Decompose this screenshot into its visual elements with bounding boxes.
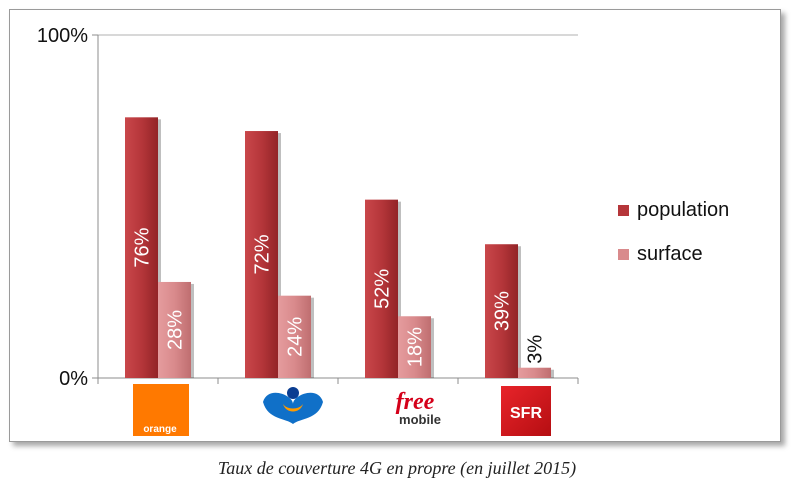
data-label-surface-1: 24% xyxy=(285,317,307,357)
legend-item-surface: surface xyxy=(618,232,729,276)
data-label-population-2: 52% xyxy=(372,269,394,309)
legend: population surface xyxy=(618,188,729,276)
data-label-population-3: 39% xyxy=(492,291,514,331)
free-logo-text: free xyxy=(396,389,435,415)
data-label-surface-3: 3% xyxy=(525,335,547,364)
data-label-surface-2: 18% xyxy=(405,327,427,367)
legend-label-population: population xyxy=(637,198,730,221)
bar-population-1 xyxy=(245,131,278,378)
data-label-surface-0: 28% xyxy=(165,310,187,350)
bar-surface-3 xyxy=(518,367,551,378)
bouygues-logo xyxy=(263,387,323,424)
sfr-logo: SFR xyxy=(501,386,551,436)
sfr-logo-text: SFR xyxy=(510,405,542,422)
orange-logo: orange xyxy=(133,384,189,436)
bar-surface-0 xyxy=(158,281,191,378)
legend-item-population: population xyxy=(618,188,729,232)
legend-label-surface: surface xyxy=(637,242,703,265)
bar-surface-2 xyxy=(398,316,431,378)
bar-surface-1 xyxy=(278,295,311,378)
chart-caption: Taux de couverture 4G en propre (en juil… xyxy=(217,458,577,478)
free-mobile-logo: free mobile xyxy=(396,389,441,427)
bar-population-3 xyxy=(485,244,518,378)
data-label-population-0: 76% xyxy=(132,227,154,267)
legend-swatch-population xyxy=(618,204,629,216)
bar-population-0 xyxy=(125,117,158,378)
legend-swatch-surface xyxy=(618,248,629,260)
bar-population-2 xyxy=(365,199,398,378)
mobile-logo-text: mobile xyxy=(399,412,441,427)
y-tick-label: 0% xyxy=(59,368,88,390)
y-tick-label: 100% xyxy=(37,25,88,47)
orange-logo-text: orange xyxy=(143,424,177,435)
data-label-population-1: 72% xyxy=(252,234,274,274)
